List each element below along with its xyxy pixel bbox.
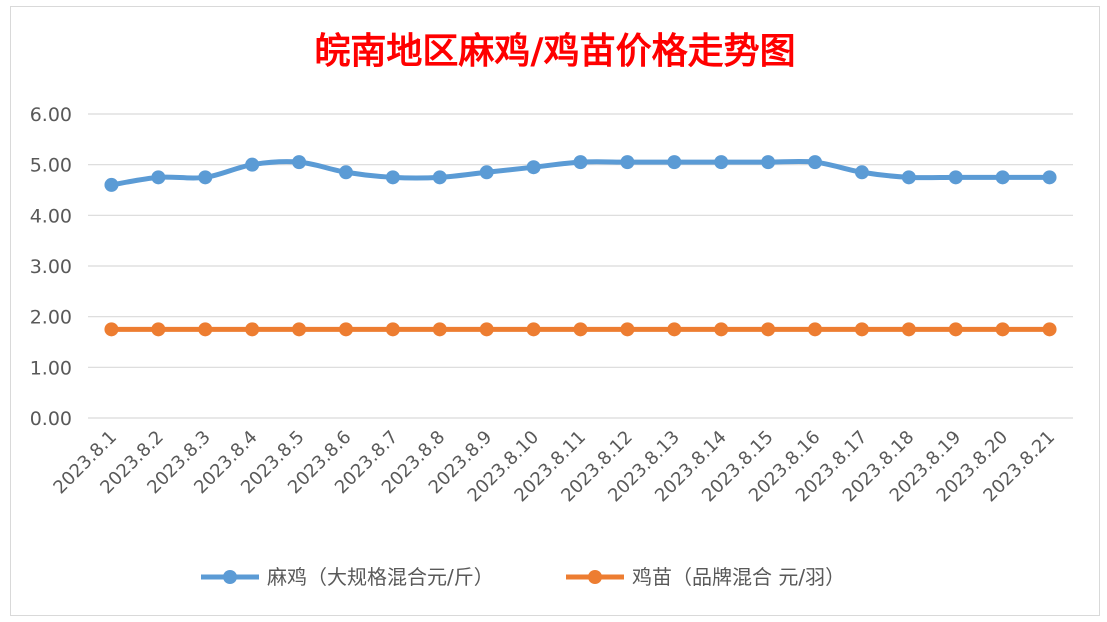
data-point <box>385 322 400 337</box>
data-point <box>104 177 119 192</box>
legend-item: 鸡苗（品牌混合 元/羽） <box>566 565 845 589</box>
data-point <box>573 155 588 170</box>
data-point <box>479 165 494 180</box>
data-point <box>104 322 119 337</box>
y-tick-label: 6.00 <box>30 104 72 126</box>
data-point <box>948 322 963 337</box>
legend-item: 麻鸡（大规格混合元/斤） <box>201 565 494 589</box>
line-chart: 皖南地区麻鸡/鸡苗价格走势图 0.00 1.00 2.00 3.00 4.00 5.00 6… <box>30 31 1073 589</box>
y-axis-tick-labels: 0.00 1.00 2.00 3.00 4.00 5.00 6.00 <box>30 104 72 430</box>
legend-marker-swatch <box>588 570 602 584</box>
data-point <box>338 165 353 180</box>
y-tick-label: 4.00 <box>30 205 72 227</box>
data-point <box>198 170 213 185</box>
data-point <box>338 322 353 337</box>
data-point <box>292 155 307 170</box>
y-tick-label: 0.00 <box>30 408 72 430</box>
legend-label: 鸡苗（品牌混合 元/羽） <box>632 565 845 589</box>
data-point <box>151 322 166 337</box>
x-axis-tick-labels: 2023.8.12023.8.22023.8.32023.8.42023.8.5… <box>49 427 1059 507</box>
data-point <box>808 322 823 337</box>
data-point <box>1042 322 1057 337</box>
data-point <box>995 170 1010 185</box>
y-tick-label: 2.00 <box>30 307 72 329</box>
data-point <box>714 322 729 337</box>
data-point <box>1042 170 1057 185</box>
legend-marker-swatch <box>223 570 237 584</box>
data-point <box>901 322 916 337</box>
data-point <box>573 322 588 337</box>
data-point <box>901 170 916 185</box>
y-tick-label: 3.00 <box>30 256 72 278</box>
data-point <box>620 322 635 337</box>
data-point <box>854 322 869 337</box>
data-point <box>948 170 963 185</box>
data-point <box>479 322 494 337</box>
data-point <box>808 155 823 170</box>
series-2 <box>104 322 1057 337</box>
data-point <box>620 155 635 170</box>
series-layer <box>104 155 1057 337</box>
chart-title: 皖南地区麻鸡/鸡苗价格走势图 <box>314 31 795 72</box>
data-point <box>245 322 260 337</box>
data-point <box>667 322 682 337</box>
legend-label: 麻鸡（大规格混合元/斤） <box>267 565 494 589</box>
data-point <box>761 322 776 337</box>
data-point <box>432 322 447 337</box>
chart-area[interactable]: 皖南地区麻鸡/鸡苗价格走势图 0.00 1.00 2.00 3.00 4.00 5.00 6… <box>10 6 1100 616</box>
data-point <box>526 160 541 175</box>
data-point <box>151 170 166 185</box>
data-point <box>526 322 541 337</box>
data-point <box>714 155 729 170</box>
series-1 <box>104 155 1057 192</box>
data-point <box>432 170 447 185</box>
data-point <box>761 155 776 170</box>
data-point <box>245 157 260 172</box>
data-point <box>198 322 213 337</box>
legend: 麻鸡（大规格混合元/斤） 鸡苗（品牌混合 元/羽） <box>201 565 845 589</box>
y-tick-label: 5.00 <box>30 155 72 177</box>
data-point <box>854 165 869 180</box>
data-point <box>995 322 1010 337</box>
data-point <box>385 170 400 185</box>
data-point <box>292 322 307 337</box>
y-tick-label: 1.00 <box>30 357 72 379</box>
data-point <box>667 155 682 170</box>
